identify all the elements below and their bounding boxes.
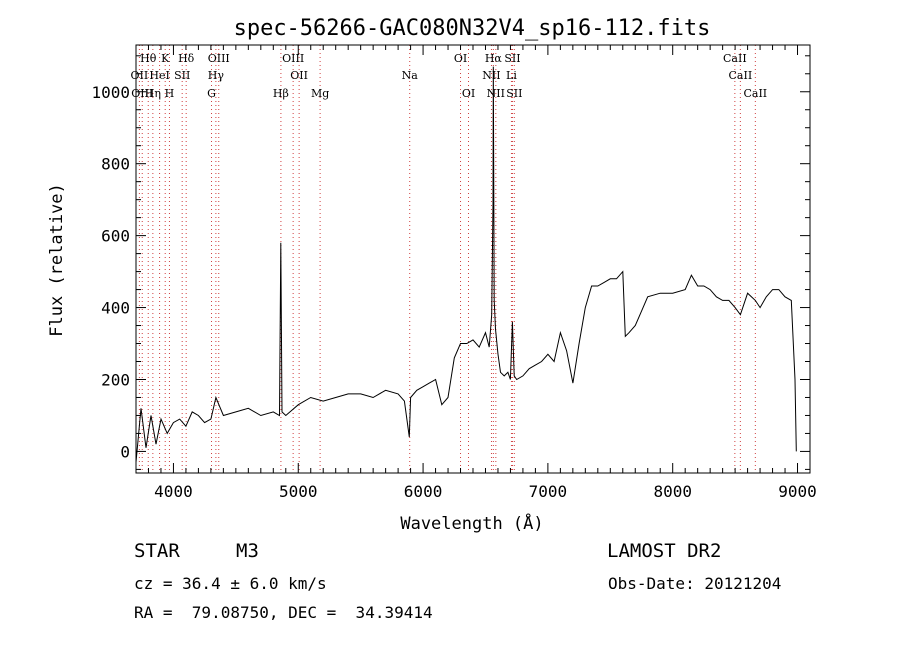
spectral-line-label: Li <box>506 69 517 82</box>
y-tick-label: 800 <box>101 155 130 174</box>
spectral-line-label: K <box>161 52 170 65</box>
spectral-line-label: OIII <box>282 52 304 65</box>
x-tick-label: 7000 <box>529 482 568 501</box>
spectral-line-label: Hη <box>145 87 161 100</box>
redshift-velocity: cz = 36.4 ± 6.0 km/s <box>134 574 327 593</box>
spectral-line-label: NII <box>487 87 505 100</box>
spectral-line-label: SII <box>174 69 190 82</box>
spectral-line-label: Na <box>402 69 419 82</box>
observation-date: Obs-Date: 20121204 <box>608 574 782 593</box>
x-tick-label: 4000 <box>154 482 193 501</box>
y-tick-label: 0 <box>120 442 130 461</box>
spectral-line-label: Hβ <box>273 87 289 100</box>
x-tick-label: 6000 <box>404 482 443 501</box>
spectral-line-label: CaII <box>729 69 753 82</box>
x-tick-label: 5000 <box>279 482 318 501</box>
spectral-line-label: Mg <box>311 87 329 100</box>
spectrum-line <box>135 66 797 463</box>
spectral-line-label: CaII <box>723 52 747 65</box>
survey-name: LAMOST DR2 <box>607 540 722 562</box>
spectral-line-label: HeI <box>149 69 169 82</box>
x-tick-label: 9000 <box>778 482 817 501</box>
spectral-line-label: H <box>165 87 175 100</box>
plot-frame <box>135 44 811 474</box>
y-tick-label: 600 <box>101 227 130 246</box>
spectral-line-label: OIII <box>208 52 230 65</box>
object-subclass: M3 <box>236 540 259 562</box>
x-axis-label: Wavelength (Å) <box>400 512 543 534</box>
spectral-line-label: OII <box>131 69 149 82</box>
spectrum-series <box>135 66 797 463</box>
spectral-line-label: OIII <box>131 87 153 100</box>
spectral-line-label: SII <box>504 52 520 65</box>
object-class: STAR <box>134 540 180 562</box>
chart-title: spec-56266-GAC080N32V4_sp16-112.fits <box>234 16 711 41</box>
reference-line-group <box>138 45 756 473</box>
spectral-line-label: SII <box>506 87 522 100</box>
x-tick-label: 8000 <box>653 482 692 501</box>
y-tick-label: 200 <box>101 370 130 389</box>
y-tick-label: 400 <box>101 299 130 318</box>
spectral-line-label: OII <box>290 69 308 82</box>
y-axis-label: Flux (relative) <box>47 183 67 337</box>
spectral-line-label: OI <box>454 52 467 65</box>
spectral-line-label: CaII <box>743 87 767 100</box>
spectral-line-label: G <box>207 87 216 100</box>
spectral-line-label: OI <box>462 87 475 100</box>
spectral-line-label: Hγ <box>208 69 225 82</box>
coordinates: RA = 79.08750, DEC = 34.39414 <box>134 603 433 622</box>
spectral-line-label: Hδ <box>178 52 195 65</box>
spectral-line-label: Hθ <box>140 52 157 65</box>
tick-labels: 4000 5000 6000 7000 8000 9000 0 200 400 600 800 100… <box>91 83 816 501</box>
spectral-line-label: NII <box>482 69 500 82</box>
axis-ticks <box>136 45 810 473</box>
spectral-line-label: Hα <box>485 52 503 65</box>
y-tick-label: 1000 <box>91 83 130 102</box>
